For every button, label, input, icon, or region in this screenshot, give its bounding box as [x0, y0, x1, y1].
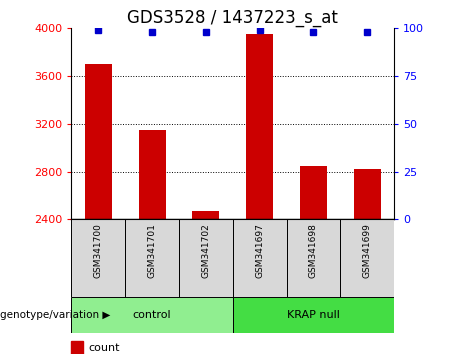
Bar — [179, 219, 233, 297]
Bar — [139, 130, 165, 219]
Bar — [287, 219, 340, 297]
Bar — [71, 297, 233, 333]
Text: control: control — [133, 310, 171, 320]
Bar — [300, 166, 327, 219]
Title: GDS3528 / 1437223_s_at: GDS3528 / 1437223_s_at — [127, 9, 338, 27]
Bar — [71, 341, 83, 354]
Bar — [85, 64, 112, 219]
Text: GSM341700: GSM341700 — [94, 223, 103, 278]
Bar — [125, 219, 179, 297]
Text: genotype/variation ▶: genotype/variation ▶ — [0, 310, 110, 320]
Text: GSM341697: GSM341697 — [255, 223, 264, 278]
Bar — [246, 34, 273, 219]
Bar — [354, 169, 381, 219]
Bar — [71, 219, 125, 297]
Text: GSM341699: GSM341699 — [363, 223, 372, 278]
Text: GSM341702: GSM341702 — [201, 223, 210, 278]
Text: count: count — [88, 343, 120, 353]
Text: KRAP null: KRAP null — [287, 310, 340, 320]
Bar — [193, 211, 219, 219]
Text: GSM341698: GSM341698 — [309, 223, 318, 278]
Text: GSM341701: GSM341701 — [148, 223, 157, 278]
Bar — [233, 219, 287, 297]
Bar — [340, 219, 394, 297]
Bar — [233, 297, 394, 333]
